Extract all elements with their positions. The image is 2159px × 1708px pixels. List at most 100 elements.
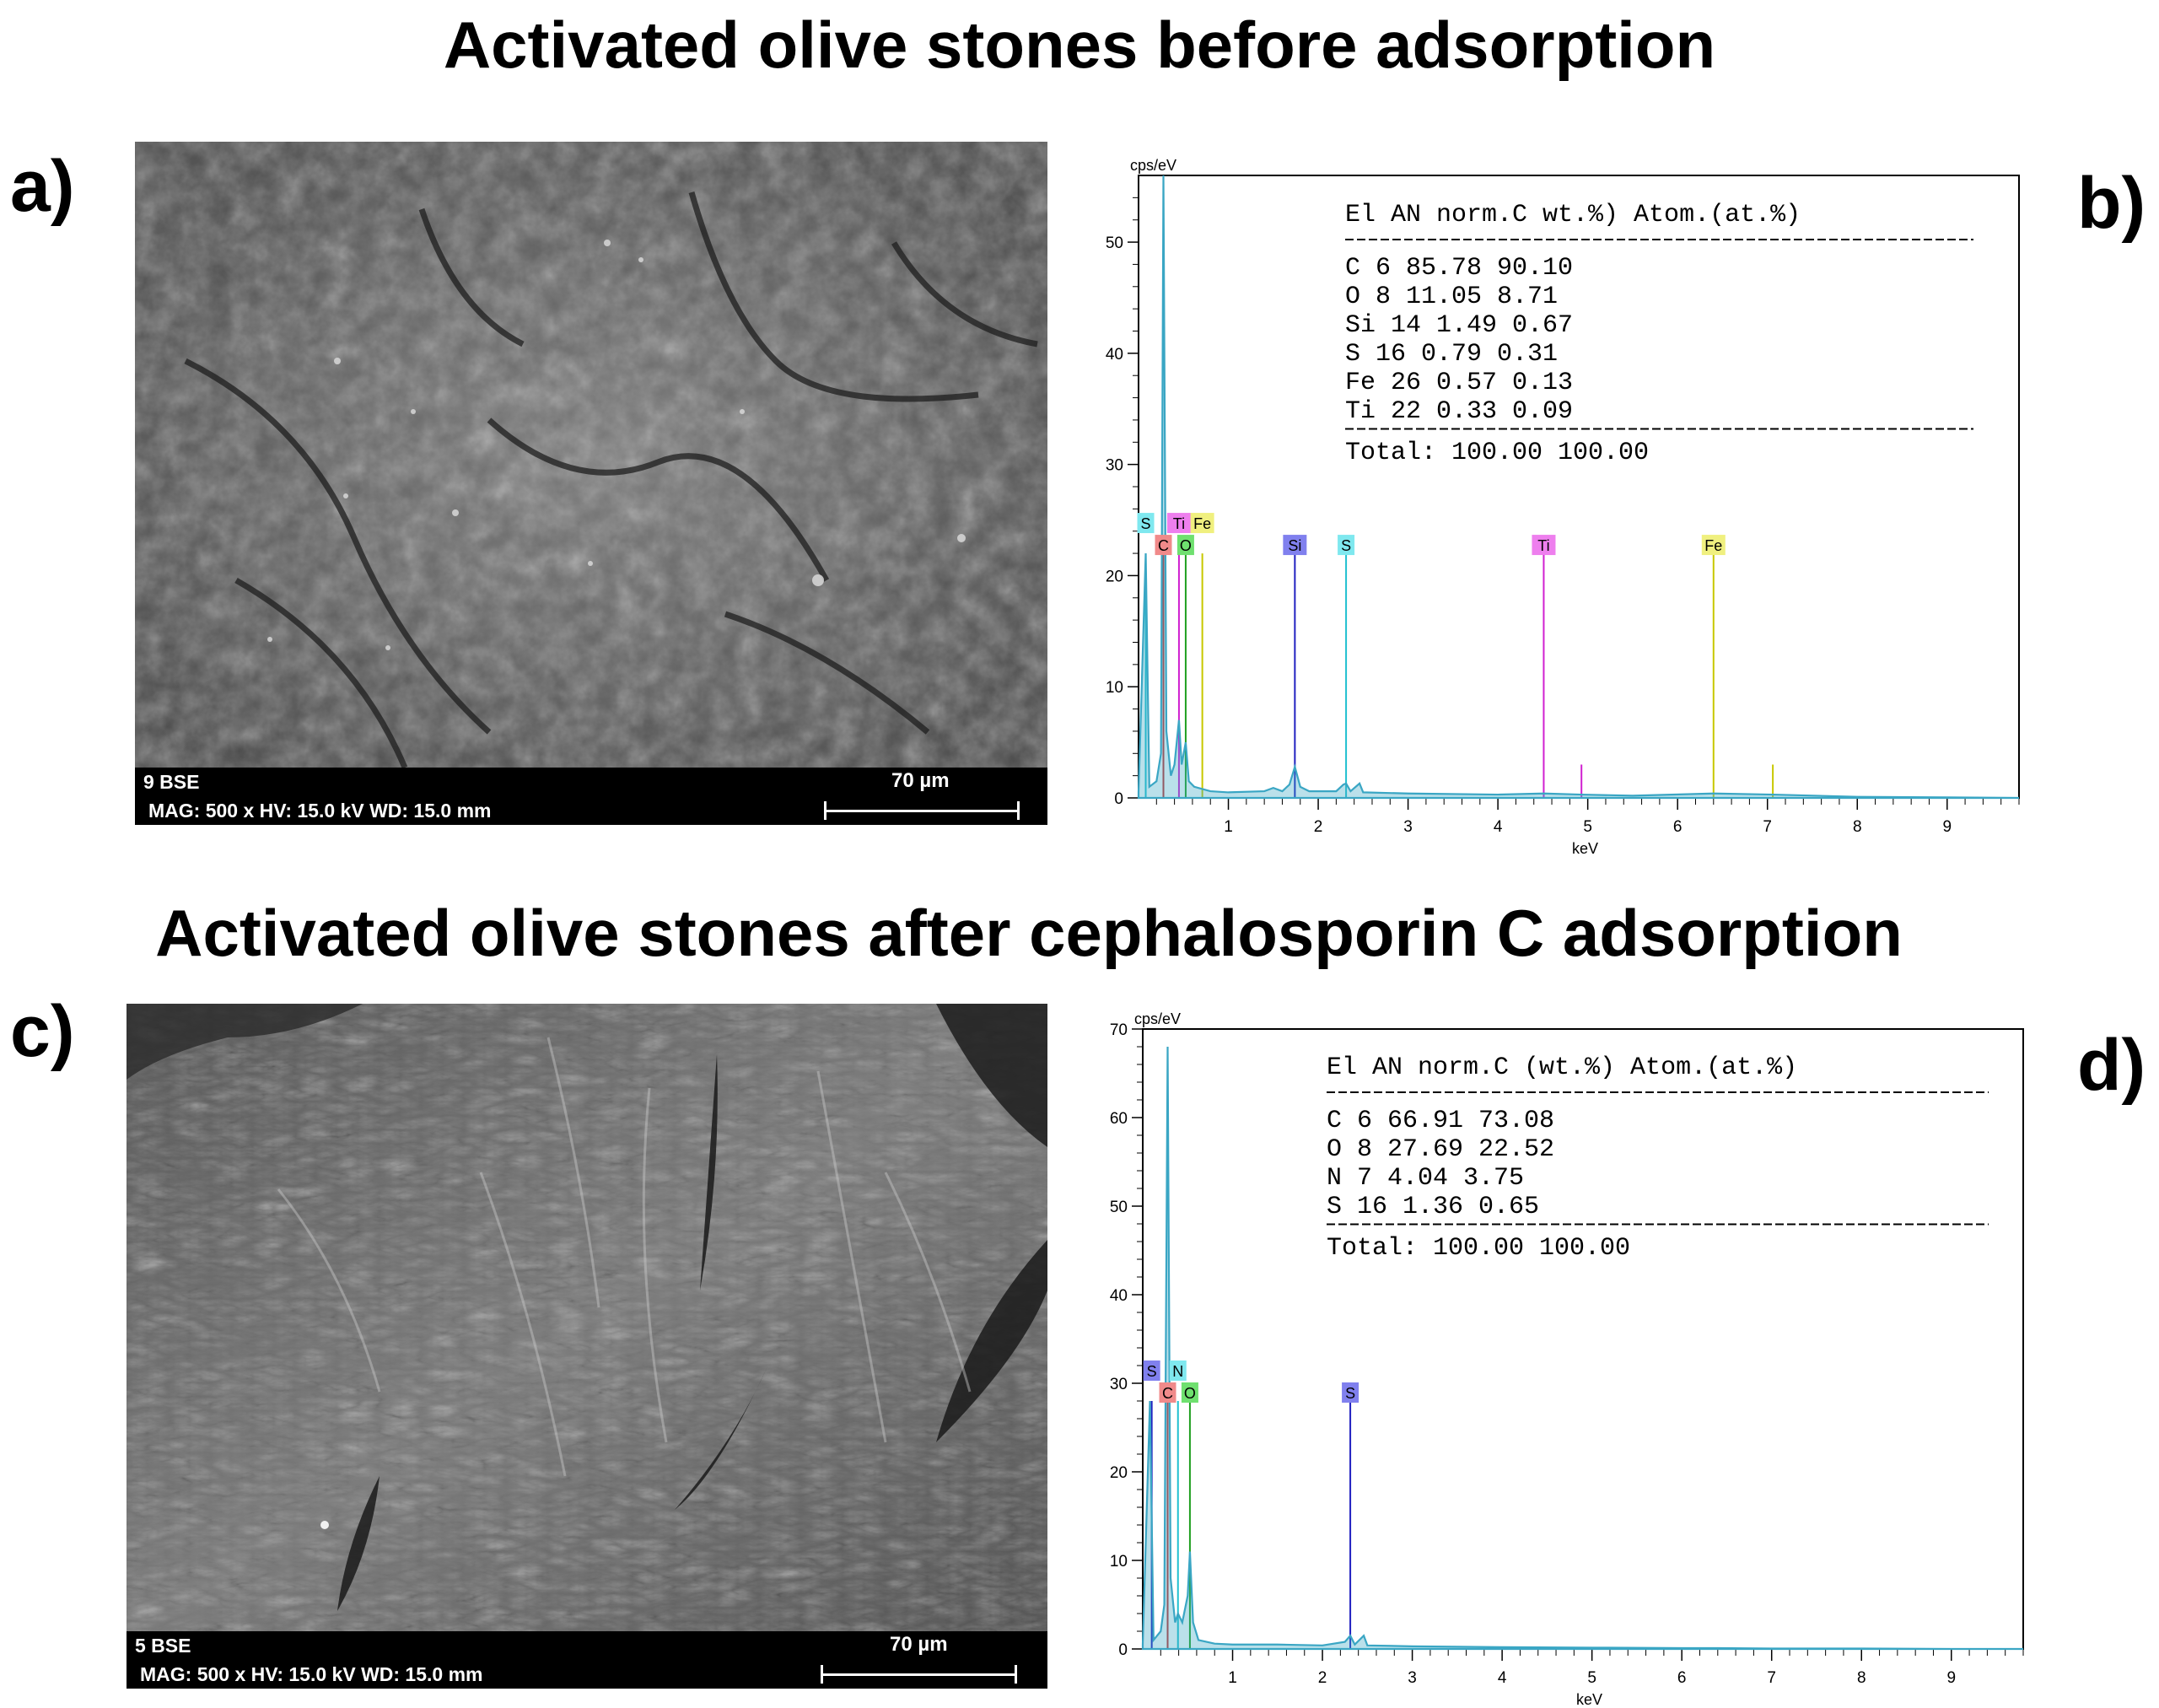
panel-label-c: c) <box>10 991 75 1072</box>
element-label-box <box>1701 535 1726 556</box>
element-label-text: Si <box>1288 537 1301 554</box>
sem-detector-c: 5 BSE <box>135 1635 191 1657</box>
element-label-fe: Fe <box>1701 535 1726 556</box>
element-label-box <box>1155 535 1172 556</box>
element-label-s: S <box>1137 513 1155 534</box>
x-tick-label: 2 <box>1318 1669 1327 1687</box>
x-tick-label: 1 <box>1224 818 1233 836</box>
sem-scale-label-c: 70 µm <box>890 1633 948 1656</box>
spectrum-curve <box>1141 1046 2023 1651</box>
element-label-box <box>1169 1360 1187 1381</box>
y-tick-label: 10 <box>1106 679 1123 697</box>
sem-image-panel-a: 9 BSE MAG: 500 x HV: 15.0 kV WD: 15.0 mm… <box>135 142 1047 825</box>
x-tick-label: 4 <box>1498 1669 1507 1687</box>
composition-table: El AN norm.C (wt.%) Atom.(at.%) C 6 66.91… <box>1327 1053 1989 1263</box>
table-header: El AN norm.C (wt.%) Atom.(at.%) <box>1327 1053 1797 1082</box>
composition-table: El AN norm.C wt.%) Atom.(at.%) C 6 85.78 … <box>1345 201 1973 467</box>
sem-micrograph-c <box>127 1004 1047 1631</box>
element-label-text: Ti <box>1173 515 1185 532</box>
element-label-text: S <box>1141 515 1151 532</box>
panel-label-d: d) <box>2077 1025 2146 1106</box>
table-total: Total: 100.00 100.00 <box>1345 439 1649 467</box>
x-tick-label: 9 <box>1946 1669 1956 1687</box>
y-tick-label: 0 <box>1118 1641 1128 1659</box>
y-tick-label: 40 <box>1106 346 1123 364</box>
element-label-box <box>1137 513 1155 534</box>
x-tick-label: 8 <box>1857 1669 1866 1687</box>
element-label-box <box>1181 1382 1198 1403</box>
x-axis-label: keV <box>1576 1691 1602 1708</box>
element-label-s: S <box>1338 535 1355 556</box>
x-tick-label: 1 <box>1228 1669 1237 1687</box>
y-axis-label: cps/eV <box>1134 1010 1181 1027</box>
table-row: N 7 4.04 3.75 <box>1327 1164 1524 1193</box>
sem-scale-label-a: 70 µm <box>891 769 950 792</box>
element-label-s: S <box>1342 1382 1359 1403</box>
element-label-box <box>1159 1382 1176 1403</box>
element-label-text: S <box>1341 537 1351 554</box>
sem-scale-tick-right-c <box>1015 1665 1017 1684</box>
element-label-text: Ti <box>1537 537 1549 554</box>
element-label-text: C <box>1162 1385 1173 1402</box>
element-label-text: Fe <box>1193 515 1211 532</box>
sem-scale-bar-c <box>821 1673 1017 1676</box>
y-tick-label: 20 <box>1110 1464 1128 1482</box>
element-label-s: S <box>1143 1360 1160 1381</box>
x-tick-label: 7 <box>1767 1669 1776 1687</box>
element-label-ti: Ti <box>1532 535 1556 556</box>
plot-frame <box>1138 175 2020 799</box>
figure-title-top: Activated olive stones before adsorption <box>443 8 1716 82</box>
element-label-si: Si <box>1283 535 1307 556</box>
table-row: Fe 26 0.57 0.13 <box>1345 369 1573 397</box>
element-label-box <box>1143 1360 1160 1381</box>
x-tick-label: 6 <box>1677 1669 1687 1687</box>
element-label-c: C <box>1159 1382 1176 1403</box>
x-tick-label: 8 <box>1853 818 1862 836</box>
element-label-ti: Ti <box>1166 513 1191 534</box>
sem-acquisition-info-c: MAG: 500 x HV: 15.0 kV WD: 15.0 mm <box>140 1663 483 1685</box>
figure-title-bottom: Activated olive stones after cephalospor… <box>155 896 1903 970</box>
y-tick-label: 60 <box>1110 1110 1128 1128</box>
spectrum-curve <box>1137 175 2020 800</box>
y-tick-label: 30 <box>1110 1376 1128 1393</box>
y-tick-label: 0 <box>1114 790 1123 808</box>
y-tick-label: 50 <box>1106 234 1123 252</box>
element-label-text: Fe <box>1704 537 1722 554</box>
sem-scale-tick-left-a <box>824 801 826 820</box>
sem-micrograph-a <box>135 142 1047 768</box>
element-label-box <box>1532 535 1556 556</box>
element-label-text: O <box>1184 1385 1196 1402</box>
element-label-text: C <box>1158 537 1169 554</box>
element-label-text: N <box>1172 1363 1183 1380</box>
sem-scale-tick-right-a <box>1017 801 1020 820</box>
y-tick-label: 50 <box>1110 1199 1128 1216</box>
element-label-text: S <box>1147 1363 1157 1380</box>
table-row: Si 14 1.49 0.67 <box>1345 311 1573 340</box>
table-header: El AN norm.C wt.%) Atom.(at.%) <box>1345 201 1801 229</box>
x-axis-label: keV <box>1572 840 1598 857</box>
element-label-box <box>1190 513 1214 534</box>
sem-image-panel-c: 5 BSE MAG: 500 x HV: 15.0 kV WD: 15.0 mm… <box>127 1004 1047 1689</box>
panel-label-b: b) <box>2077 163 2146 244</box>
y-tick-label: 20 <box>1106 568 1123 585</box>
x-tick-label: 6 <box>1673 818 1683 836</box>
table-row: C 6 66.91 73.08 <box>1327 1107 1554 1135</box>
element-label-box <box>1283 535 1307 556</box>
table-total: Total: 100.00 100.00 <box>1327 1234 1630 1263</box>
sem-scale-bar-a <box>824 810 1020 812</box>
panel-label-a: a) <box>10 146 75 227</box>
element-label-o: O <box>1176 535 1194 556</box>
element-label-o: O <box>1181 1382 1198 1403</box>
x-tick-label: 3 <box>1403 818 1413 836</box>
table-row: S 16 1.36 0.65 <box>1327 1193 1539 1221</box>
x-tick-label: 9 <box>1942 818 1952 836</box>
element-label-text: S <box>1345 1385 1355 1402</box>
y-tick-label: 10 <box>1110 1553 1128 1571</box>
table-row: O 8 27.69 22.52 <box>1327 1135 1554 1164</box>
y-tick-label: 70 <box>1110 1021 1128 1039</box>
element-label-c: C <box>1155 535 1172 556</box>
element-label-box <box>1342 1382 1359 1403</box>
x-tick-label: 4 <box>1494 818 1503 836</box>
